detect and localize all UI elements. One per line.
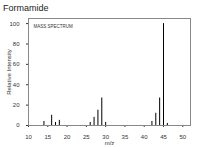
svg-text:40: 40 — [141, 134, 148, 140]
svg-text:0: 0 — [16, 122, 20, 128]
svg-text:15: 15 — [44, 134, 51, 140]
svg-text:100: 100 — [9, 21, 20, 27]
svg-text:35: 35 — [122, 134, 129, 140]
svg-text:m/z: m/z — [105, 140, 115, 146]
svg-text:10: 10 — [25, 134, 32, 140]
svg-text:MASS SPECTRUM: MASS SPECTRUM — [34, 24, 74, 29]
svg-text:45: 45 — [160, 134, 167, 140]
svg-text:20: 20 — [64, 134, 71, 140]
svg-text:Relative Intensity: Relative Intensity — [6, 49, 12, 95]
svg-text:30: 30 — [102, 133, 109, 140]
svg-text:50: 50 — [179, 134, 186, 140]
svg-text:25: 25 — [83, 134, 90, 140]
html-text:Formamide: Formamide — [3, 3, 49, 13]
svg-text:20: 20 — [13, 102, 20, 108]
svg-text:40: 40 — [13, 82, 20, 88]
svg-text:80: 80 — [13, 41, 20, 47]
svg-text:60: 60 — [13, 61, 20, 67]
